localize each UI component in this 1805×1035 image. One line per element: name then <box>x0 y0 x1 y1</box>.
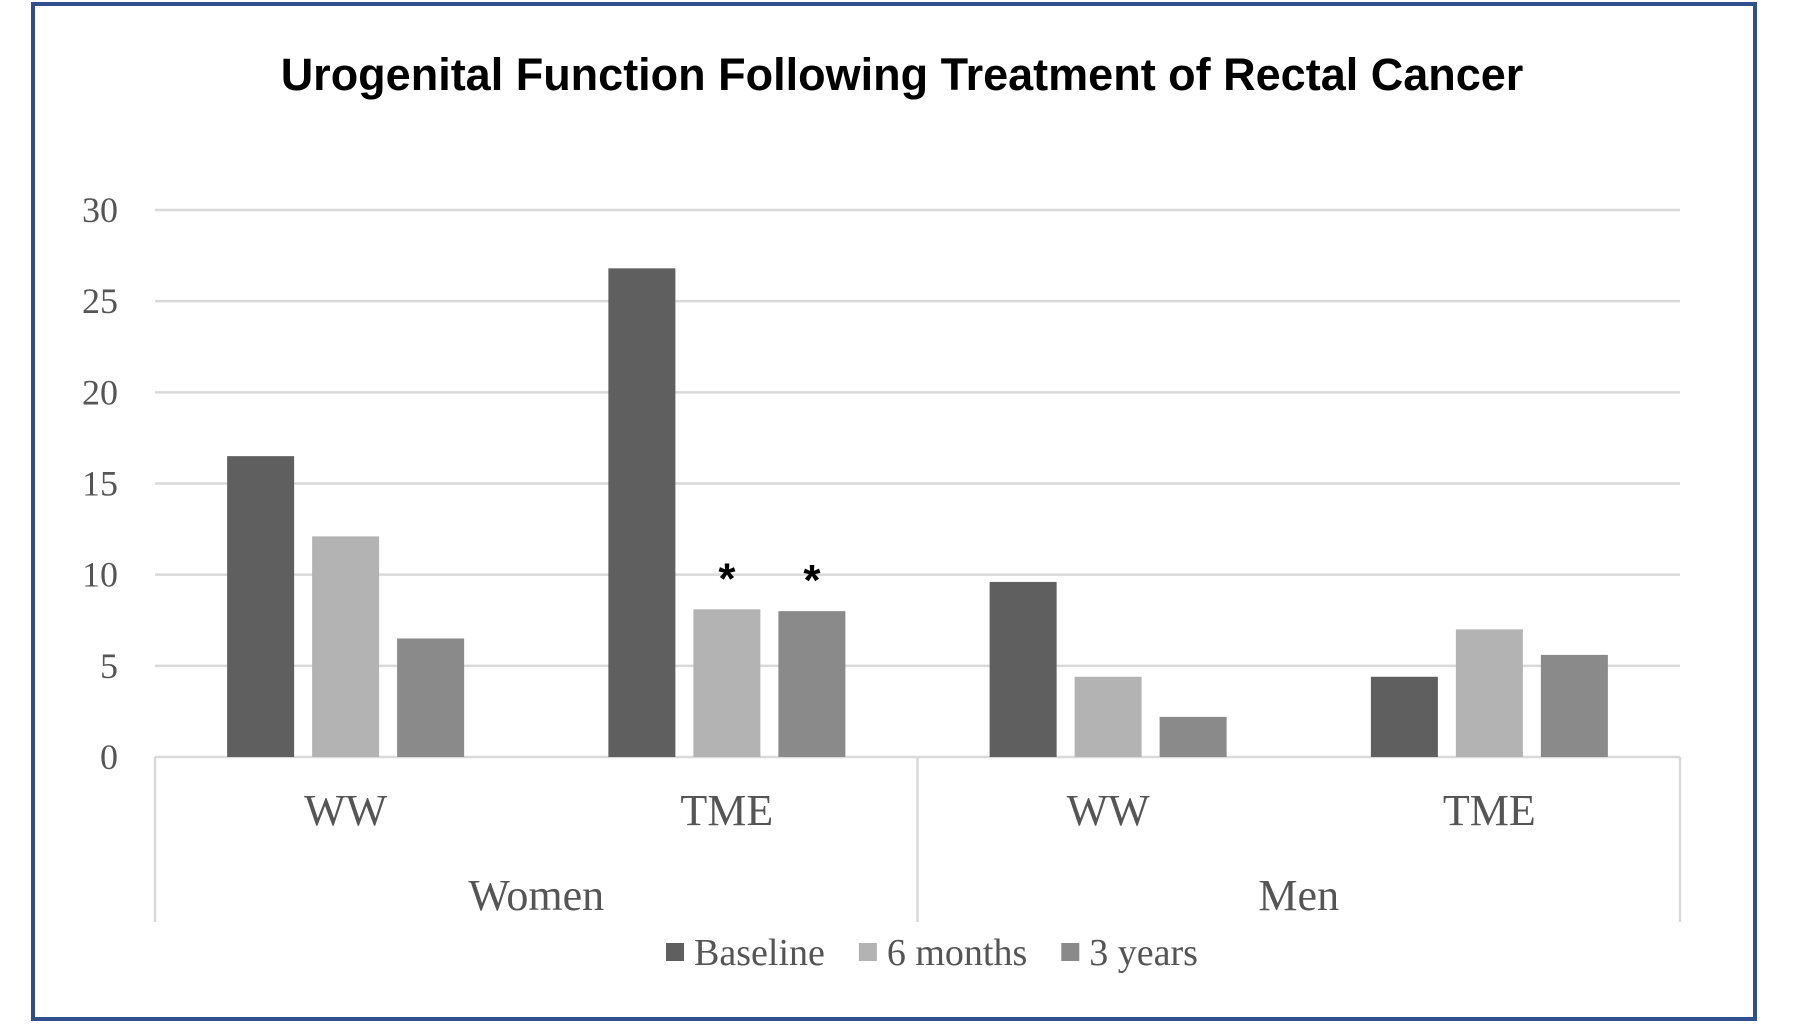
bar-baseline <box>1370 676 1438 757</box>
bar-6-months <box>1455 629 1523 757</box>
legend-swatch <box>858 943 877 961</box>
bar-6-months <box>693 609 761 757</box>
y-tick-label: 20 <box>82 372 118 412</box>
bar-3-years <box>778 611 846 757</box>
bar-6-months <box>1074 676 1142 757</box>
bar-baseline <box>227 456 295 757</box>
x-category-label: TME <box>1443 786 1536 835</box>
x-group-label: Men <box>1258 871 1339 920</box>
gridlines <box>155 208 1680 668</box>
significance-asterisk: * <box>718 554 736 603</box>
bar-3-years <box>1159 716 1227 757</box>
y-tick-label: 0 <box>100 737 118 777</box>
bars <box>227 268 1608 757</box>
legend: Baseline 6 months 3 years <box>666 932 1198 974</box>
bar-6-months <box>312 536 380 757</box>
y-tick-label: 25 <box>82 281 118 321</box>
y-tick-label: 5 <box>100 646 118 686</box>
legend-label: Baseline <box>694 932 825 974</box>
legend-swatch <box>666 943 685 961</box>
y-tick-label: 30 <box>82 190 118 230</box>
labels: 0 5 10 15 20 25 30 WW TME WW TME Women Men * * <box>82 190 1536 920</box>
x-group-label: Women <box>468 871 604 920</box>
chart-title: Urogenital Function Following Treatment … <box>281 49 1524 100</box>
bar-baseline <box>989 581 1057 757</box>
chart-frame <box>31 2 1757 1021</box>
x-category-label: WW <box>304 786 388 835</box>
y-tick-label: 10 <box>82 555 118 595</box>
axis <box>153 755 1682 922</box>
bar-baseline <box>608 268 676 757</box>
significance-asterisk: * <box>803 556 821 605</box>
legend-label: 3 years <box>1089 932 1198 974</box>
x-category-label: WW <box>1067 786 1151 835</box>
bar-3-years <box>397 638 465 757</box>
legend-label: 6 months <box>887 932 1027 974</box>
y-tick-label: 15 <box>82 464 118 504</box>
legend-swatch <box>1061 943 1080 961</box>
bar-3-years <box>1540 654 1608 757</box>
x-category-label: TME <box>680 786 773 835</box>
